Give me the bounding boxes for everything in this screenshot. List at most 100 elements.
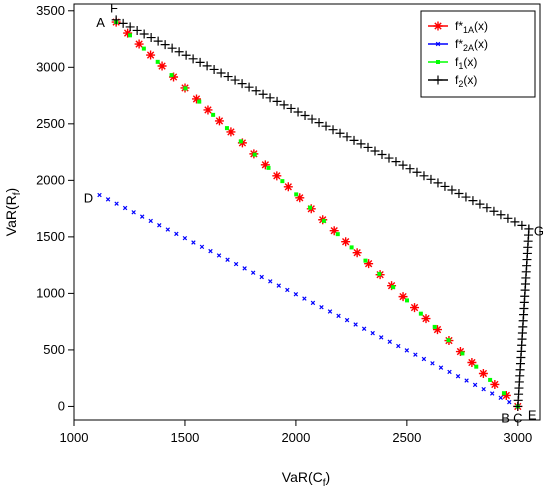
point-label: D [84,190,93,205]
point-f1A_star [467,358,477,368]
point-f1 [252,152,257,157]
point-f2A_star [216,253,222,258]
y-tick-label: 2000 [36,172,65,187]
point-f1 [169,73,174,78]
point-f2A_star [455,374,461,379]
point-f2A_star [379,335,384,340]
point-labels: FA D G B C E [84,0,544,425]
point-f2 [503,213,513,223]
y-tick-label: 0 [58,398,65,413]
point-f1A_star [123,28,133,38]
point-f2A_star [361,326,367,332]
point-f1 [211,112,216,117]
point-f2A_star [507,399,512,405]
point-f1A_star [260,160,270,170]
point-f2A_star [464,378,469,383]
point-f2 [258,89,268,99]
point-f2 [384,153,394,163]
point-f2 [244,82,254,92]
point-f1 [405,298,410,303]
y-tick-label: 3000 [36,59,65,74]
point-f2 [111,15,121,25]
point-f2 [517,220,527,230]
point-f2A_star [353,322,358,327]
point-f2 [272,96,282,106]
plot-frame [73,3,541,421]
point-f2 [461,192,471,202]
point-f1 [335,232,340,237]
point-f2A_star [105,197,111,202]
point-f2 [181,50,191,60]
x-tick-label: 2000 [281,430,310,445]
point-f1A_star [272,171,282,181]
point-f2 [440,181,450,191]
point-f2A_star [302,296,307,301]
point-f1 [446,338,451,343]
point-f2A_star [250,270,256,275]
point-f1A_star [398,292,408,302]
point-f2A_star [430,361,435,366]
point-f1A_star [490,379,500,389]
point-f2 [167,43,177,53]
point-f2 [188,54,198,64]
point-f1A_star [478,368,488,378]
point-f2A_star [174,231,179,237]
point-f1A_star [146,50,156,60]
point-f2 [237,79,247,89]
point-f1 [197,99,202,104]
point-f1 [460,351,465,356]
y-axis-title: VaR(Rf) [3,188,23,236]
point-f1 [266,165,271,170]
point-f2A_star [498,395,503,401]
point-f2 [321,121,331,131]
point-f2A_star [413,352,418,357]
point-f2 [314,118,324,128]
point-f2 [202,61,212,71]
point-f2 [307,114,317,124]
point-label: G [534,224,544,239]
x-tick-label: 1000 [60,430,89,445]
point-f2A_star [225,257,230,262]
point-f2A_star [472,382,478,388]
point-f2 [433,178,443,188]
point-f2A_star [276,283,282,288]
legend-marker-f1A_star [433,21,443,31]
point-f2 [132,25,142,35]
point-f2 [398,160,408,170]
y-tick-label: 2500 [36,116,65,131]
point-f2 [454,189,464,199]
legend-marker-f2A_star [435,41,441,47]
point-f2A_star [131,210,136,215]
point-f2 [377,150,387,160]
point-f2 [300,111,310,121]
point-f2 [447,185,457,195]
legend-entry: f*1A(x) [455,19,488,35]
point-label: F [110,0,118,15]
point-f2 [405,164,415,174]
x-tick-label: 3000 [503,430,532,445]
point-f2A_star [396,343,401,349]
point-f2A_star [242,266,247,271]
point-f1A_star [341,237,351,247]
point-f2A_star [370,330,375,336]
point-f2 [251,86,261,96]
point-f2A_star [404,348,410,353]
point-f1 [141,46,146,51]
point-label: A [96,15,105,30]
point-f2A_star [191,240,196,245]
point-f1 [128,33,133,38]
point-f1 [349,245,354,250]
point-f1A_star [295,193,305,203]
point-f2 [349,135,359,145]
point-f2 [524,224,534,234]
point-f2 [230,75,240,85]
point-f2A_star [259,274,264,280]
legend: f*1A(x) f*2A(x) f1(x) f2(x) [420,10,536,98]
point-f2A_star [336,313,341,319]
point-f2 [209,64,219,74]
point-f2 [153,36,163,46]
point-f1 [377,271,382,276]
x-tick-label: 1500 [170,430,199,445]
point-f1A_star [191,94,201,104]
